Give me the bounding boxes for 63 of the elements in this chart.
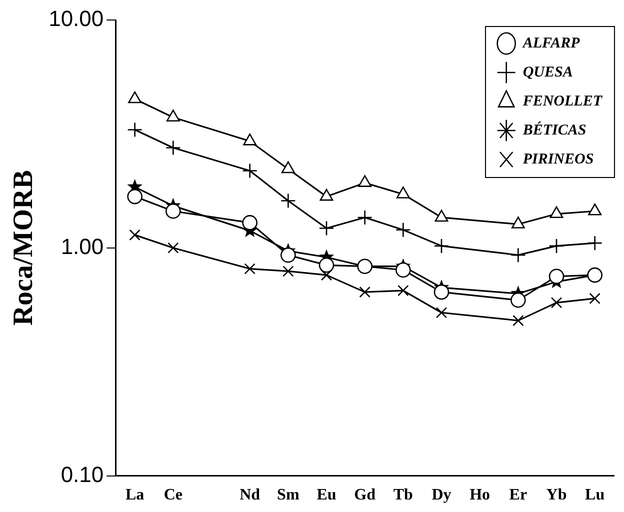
x-tick-label: Dy bbox=[432, 486, 452, 504]
point bbox=[396, 262, 411, 278]
point bbox=[166, 203, 181, 219]
x-tick-label: Er bbox=[509, 486, 528, 504]
point bbox=[396, 186, 410, 198]
x-tick-label: Lu bbox=[585, 486, 605, 504]
legend-label: PIRINEOS bbox=[522, 151, 594, 168]
point bbox=[436, 307, 448, 318]
y-tick-label: 0.10 bbox=[60, 462, 104, 487]
point bbox=[127, 188, 142, 204]
x-tick-label: Ce bbox=[164, 486, 182, 504]
point bbox=[280, 193, 296, 208]
point bbox=[318, 258, 334, 273]
point bbox=[129, 229, 140, 241]
point bbox=[127, 122, 142, 138]
x-tick-label: Eu bbox=[316, 486, 336, 504]
x-tick-label: Ho bbox=[470, 486, 490, 504]
point bbox=[128, 91, 142, 104]
point bbox=[318, 220, 334, 236]
point bbox=[166, 140, 181, 156]
point bbox=[280, 247, 296, 263]
point bbox=[548, 268, 564, 284]
point bbox=[550, 297, 562, 308]
point bbox=[242, 163, 258, 178]
x-tick-label: Yb bbox=[546, 486, 567, 504]
point bbox=[358, 175, 372, 187]
x-tick-label: Tb bbox=[393, 486, 414, 504]
point bbox=[282, 266, 294, 277]
point bbox=[244, 263, 256, 274]
point bbox=[550, 206, 564, 218]
point bbox=[396, 222, 411, 238]
point bbox=[510, 292, 526, 308]
point bbox=[320, 188, 334, 201]
y-tick-label: 1.00 bbox=[60, 234, 104, 259]
legend-label: BÉTICAS bbox=[522, 121, 586, 138]
y-axis-title: Roca/MORB bbox=[8, 170, 40, 326]
point bbox=[548, 238, 564, 254]
legend-label: ALFARP bbox=[522, 35, 581, 52]
point bbox=[357, 210, 372, 226]
point bbox=[434, 238, 450, 254]
x-tick-label: Gd bbox=[354, 486, 376, 504]
point bbox=[359, 286, 370, 298]
point bbox=[434, 284, 450, 300]
legend-label: QUESA bbox=[522, 64, 573, 80]
x-tick-label: Nd bbox=[240, 486, 260, 504]
point bbox=[398, 284, 409, 296]
legend-label: FENOLLET bbox=[522, 93, 603, 110]
point bbox=[588, 203, 602, 216]
point bbox=[589, 292, 600, 304]
point bbox=[281, 161, 295, 174]
x-tick-label: La bbox=[125, 486, 144, 504]
point bbox=[587, 235, 602, 251]
point bbox=[511, 216, 525, 228]
y-tick-label: 10.00 bbox=[48, 6, 104, 32]
point bbox=[434, 210, 448, 222]
point bbox=[243, 134, 257, 146]
point bbox=[242, 215, 258, 230]
point bbox=[320, 269, 332, 281]
point bbox=[512, 314, 524, 326]
point bbox=[166, 110, 180, 122]
point bbox=[510, 247, 526, 263]
point bbox=[168, 242, 179, 254]
x-tick-label: Sm bbox=[277, 486, 300, 504]
